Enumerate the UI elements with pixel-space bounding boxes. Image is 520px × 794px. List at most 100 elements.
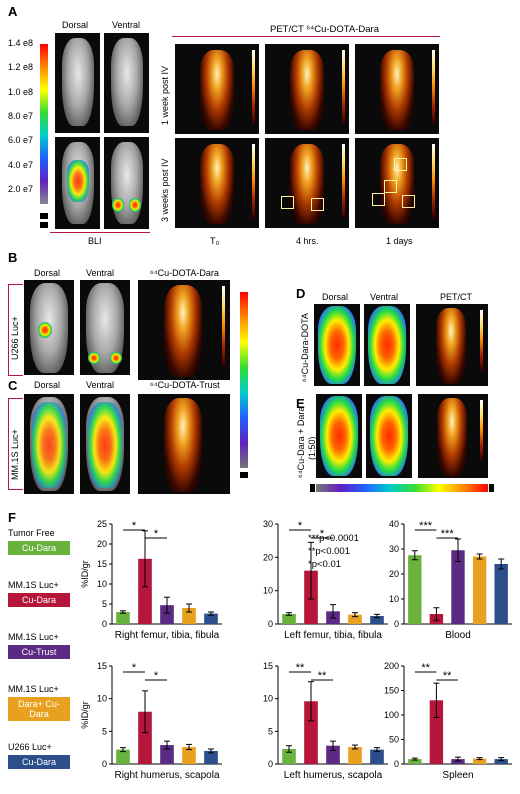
significance-star: ** — [443, 670, 452, 682]
y-tick-label: 10 — [97, 579, 107, 589]
pet-body — [200, 50, 234, 130]
scale-marker — [40, 213, 48, 219]
y-tick-label: 20 — [389, 569, 399, 579]
y-tick-label: 0 — [268, 619, 273, 629]
x-axis-label: Right femur, tibia, fibula — [115, 630, 220, 641]
y-tick-label: 5 — [268, 726, 273, 736]
panel-label-d: D — [296, 286, 306, 301]
bli-signal — [370, 396, 408, 476]
pet-colorbar — [342, 144, 345, 218]
bli-underline — [50, 232, 150, 233]
bar — [494, 564, 508, 624]
legend-swatch: Cu-Dara — [8, 541, 70, 555]
y-axis-label: %ID/gr — [80, 701, 90, 729]
panel-label-a: A — [8, 4, 18, 19]
bar — [282, 748, 296, 764]
y-tick-label: 20 — [97, 539, 107, 549]
pvalue-entry: ***p<0.0001 — [308, 533, 359, 544]
bar — [451, 550, 465, 624]
pet-colorbar — [222, 286, 225, 366]
pet-body — [380, 50, 414, 130]
bar — [429, 700, 444, 764]
scale-marker — [240, 472, 248, 478]
row-label-1week: 1 week post IV — [160, 65, 170, 125]
pet-colorbar — [480, 400, 483, 460]
label-ventral: Ventral — [370, 292, 399, 302]
bli-tick: 6.0 e7 — [8, 135, 34, 145]
scale-marker — [40, 222, 48, 228]
y-tick-label: 50 — [389, 735, 399, 745]
panel-label-f: F — [8, 510, 16, 525]
bar — [348, 747, 362, 764]
bli-signal — [38, 322, 52, 338]
pet-body — [437, 398, 467, 476]
y-tick-label: 10 — [97, 694, 107, 704]
bar — [304, 701, 318, 764]
y-tick-label: 5 — [102, 599, 107, 609]
mouse-silhouette — [62, 38, 94, 126]
y-tick-label: 15 — [97, 661, 107, 671]
pet-colorbar — [432, 50, 435, 124]
pet-underline — [172, 36, 440, 37]
bli-signal — [110, 352, 122, 364]
label-dorsal: Dorsal — [34, 380, 61, 390]
y-tick-label: 0 — [394, 619, 399, 629]
bar — [472, 758, 487, 764]
significance-star: *** — [441, 528, 455, 540]
pet-colorbar — [252, 144, 255, 218]
label-ventral: Ventral — [86, 380, 115, 390]
bc-colorbar — [240, 292, 248, 468]
x-axis-label: Left femur, tibia, fibula — [284, 630, 382, 641]
cell-line-label: MM.1S Luc+ — [10, 429, 20, 480]
side-bracket — [8, 398, 23, 490]
label-tracer: ⁶⁴Cu-DOTA-Dara — [150, 268, 219, 278]
bli-signal — [88, 352, 100, 364]
legend-group-name: U266 Luc+ — [8, 742, 52, 752]
pet-colorbar — [432, 144, 435, 218]
y-tick-label: 150 — [384, 686, 399, 696]
legend-swatch: Dara+ Cu-Dara — [8, 697, 70, 721]
bar — [282, 614, 296, 624]
pet-body — [380, 144, 414, 224]
bar — [370, 749, 384, 764]
bli-tick: 8.0 e7 — [8, 111, 34, 121]
scale-marker — [489, 484, 494, 492]
pet-body — [164, 398, 202, 492]
panel-label-b: B — [8, 250, 18, 265]
time-1d: 1 days — [386, 236, 413, 246]
pet-body — [290, 144, 324, 224]
pvalue-legend: ***p<0.0001 **p<0.001 *p<0.01 — [308, 532, 359, 571]
roi-box — [281, 196, 294, 209]
significance-star: * — [132, 520, 137, 532]
bar — [204, 613, 218, 624]
roi-box — [372, 193, 385, 206]
pet-colorbar — [342, 50, 345, 124]
de-colorbar — [316, 484, 488, 492]
scale-marker — [310, 484, 315, 492]
y-tick-label: 25 — [97, 519, 107, 529]
bli-signal — [67, 160, 89, 202]
label-bli: BLI — [88, 236, 102, 246]
legend-swatch: Cu-Dara — [8, 755, 70, 769]
x-axis-label: Right humerus, scapola — [114, 770, 219, 781]
legend-group-name: Tumor Free — [8, 528, 55, 538]
x-axis-label: Blood — [445, 630, 471, 641]
bli-signal — [32, 402, 66, 488]
legend-group: Tumor Free Cu-Dara — [8, 528, 70, 555]
bar — [204, 750, 218, 764]
bar — [138, 711, 152, 764]
bar — [494, 759, 508, 764]
y-axis-label: %ID/gr — [80, 560, 90, 588]
significance-star: * — [154, 670, 159, 682]
pet-body — [164, 285, 202, 377]
pet-body — [290, 50, 324, 130]
bli-signal — [129, 198, 141, 212]
label-ventral: Ventral — [112, 20, 141, 30]
bli-tick: 4.0 e7 — [8, 160, 34, 170]
bli-tick: 2.0 e7 — [8, 184, 34, 194]
bar — [116, 749, 130, 764]
y-tick-label: 15 — [263, 661, 273, 671]
y-tick-label: 0 — [268, 759, 273, 769]
bar — [348, 614, 362, 624]
bli-signal — [318, 306, 356, 384]
